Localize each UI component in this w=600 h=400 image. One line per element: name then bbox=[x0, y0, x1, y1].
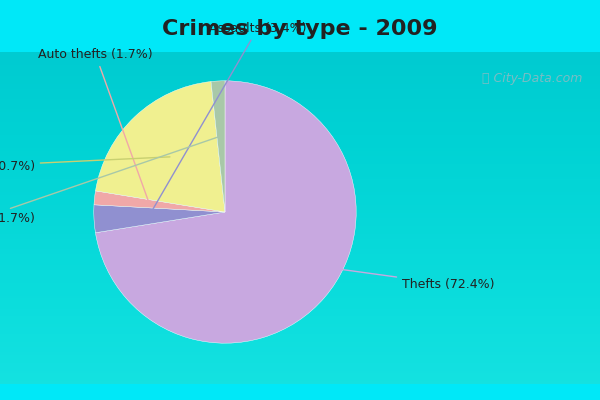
Text: Burglaries (20.7%): Burglaries (20.7%) bbox=[0, 157, 170, 172]
Wedge shape bbox=[94, 191, 225, 212]
Text: Crimes by type - 2009: Crimes by type - 2009 bbox=[162, 18, 438, 39]
Text: Auto thefts (1.7%): Auto thefts (1.7%) bbox=[38, 48, 153, 201]
Text: Robberies (1.7%): Robberies (1.7%) bbox=[0, 137, 218, 225]
Text: Assaults (3.4%): Assaults (3.4%) bbox=[151, 22, 307, 214]
Wedge shape bbox=[94, 205, 225, 233]
Text: ⓘ City-Data.com: ⓘ City-Data.com bbox=[482, 72, 582, 85]
Text: Thefts (72.4%): Thefts (72.4%) bbox=[286, 262, 494, 291]
Wedge shape bbox=[95, 81, 356, 343]
Wedge shape bbox=[211, 81, 225, 212]
Wedge shape bbox=[95, 82, 225, 212]
